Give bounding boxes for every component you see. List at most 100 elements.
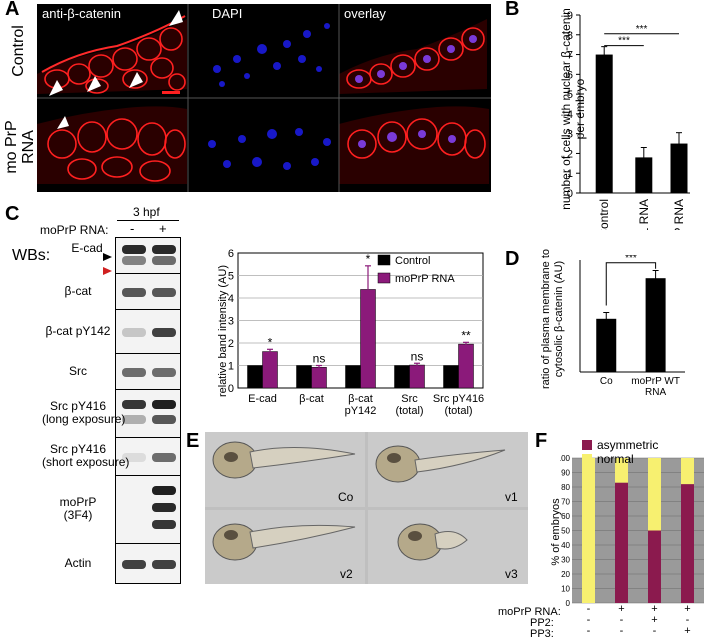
blot-band — [122, 414, 146, 424]
western-blot-column — [115, 237, 181, 584]
blot-band — [152, 560, 176, 569]
blot-band — [122, 520, 146, 529]
red-arrow-icon — [103, 267, 112, 275]
bar — [443, 365, 459, 389]
blot-band — [122, 244, 146, 254]
blot-band — [152, 502, 176, 512]
significance-line — [605, 262, 657, 306]
bar — [345, 365, 361, 389]
panel-a-column-label: anti-β-catenin — [42, 6, 122, 21]
blot-label: Src pY416 (long exposure) — [42, 399, 126, 426]
blot-band — [152, 288, 176, 297]
y-tick-label: 1 — [567, 168, 573, 180]
western-blot — [115, 353, 181, 390]
legend-swatch — [377, 272, 391, 284]
blot-label: moPrP (3F4) — [59, 495, 97, 522]
x-tick-label: ZF PrP-1 RNA — [637, 199, 651, 230]
y-tick-label: 8 — [567, 30, 573, 42]
bar — [458, 343, 474, 389]
panel-d-letter: D — [505, 248, 520, 270]
panel-f-stacked-chart: 0102030405060708090100---+--++-+-+asymme… — [560, 440, 704, 637]
condition-value: + — [651, 614, 657, 626]
lane-minus: - — [130, 221, 135, 236]
legend-label: moPrP RNA — [395, 273, 455, 285]
y-tick-label: 40 — [561, 541, 570, 550]
bar — [645, 278, 666, 372]
blot-band — [152, 414, 176, 424]
blot-band — [122, 255, 146, 265]
y-tick-label: 1 — [228, 361, 234, 373]
bar — [596, 318, 617, 372]
panel-a-letter: A — [5, 0, 20, 20]
blot-label: β-cat pY142 — [45, 323, 111, 338]
condition-value: - — [587, 625, 591, 637]
bar — [247, 365, 263, 389]
blot-band — [152, 485, 176, 495]
significance-label: ** — [461, 328, 471, 342]
y-tick-label: 100 — [560, 454, 571, 463]
western-blot — [115, 475, 181, 544]
embryo-label-v2: v2 — [340, 567, 353, 581]
condition-value: + — [684, 603, 690, 615]
blot-label: Actin — [64, 555, 92, 570]
condition-value: - — [587, 614, 591, 626]
legend-label: normal — [597, 452, 634, 466]
blot-band — [122, 560, 146, 569]
blot-band — [152, 244, 176, 254]
legend-label: asymmetric — [597, 440, 658, 452]
bar — [394, 365, 410, 389]
x-tick-label: Co — [600, 376, 613, 387]
panel-f-letter: F — [535, 430, 548, 452]
embryo-label-v3: v3 — [505, 567, 518, 581]
bar-segment — [615, 458, 628, 483]
condition-label: moPrP RNA: — [498, 606, 561, 618]
x-tick-label: moPrP WT RNA — [631, 376, 680, 398]
panel-a-row-label: Control — [10, 25, 27, 77]
bar — [670, 143, 688, 193]
condition-label: PP3: — [530, 628, 554, 640]
western-blot — [115, 273, 181, 310]
panel-c-header: 3 hpf — [133, 205, 160, 219]
blot-label: Src — [69, 363, 87, 378]
embryo-label-co: Co — [338, 490, 354, 504]
blot-band — [152, 255, 176, 265]
panel-c-bar-chart: 0 1 2 3 4 5 6 * E-cad ns β-cat * β-cat pY142 ns Src (tot… — [228, 248, 484, 417]
legend-swatch — [582, 440, 592, 450]
western-blot — [115, 543, 181, 584]
panel-a-row-label-text: mo PrP RNA — [3, 120, 37, 174]
panel-c-treatment-label: moPrP RNA: — [40, 223, 109, 237]
y-tick-label: 10 — [561, 585, 570, 594]
x-tick-label: Control — [597, 199, 611, 230]
embryo-co — [205, 432, 365, 507]
condition-value: - — [686, 614, 690, 626]
y-tick-label: 50 — [561, 527, 570, 536]
blot-band — [152, 368, 176, 377]
y-tick-label: 5 — [567, 89, 573, 101]
condition-value: - — [620, 625, 624, 637]
y-tick-label: 7 — [567, 50, 573, 62]
y-tick-label: 80 — [561, 483, 570, 492]
panel-b-letter: B — [505, 0, 520, 20]
bar — [311, 367, 327, 389]
legend-label: Control — [395, 255, 430, 267]
y-tick-label: 4 — [228, 293, 234, 305]
y-tick-label: 5 — [228, 271, 234, 283]
condition-label: PP2: — [530, 617, 554, 629]
y-tick-label: 90 — [561, 469, 570, 478]
significance-label: *** — [618, 36, 630, 47]
condition-value: - — [620, 614, 624, 626]
bar-segment — [648, 530, 661, 603]
y-tick-label: 4 — [567, 109, 573, 121]
y-tick-label: 0 — [567, 188, 573, 200]
y-tick-label: 6 — [228, 248, 234, 260]
legend-swatch — [582, 454, 592, 464]
embryo-label-v1: v1 — [505, 490, 518, 504]
condition-value: + — [684, 625, 690, 637]
y-tick-label: 2 — [228, 338, 234, 350]
panel-c-header-line — [117, 220, 179, 221]
y-tick-label: 3 — [228, 316, 234, 328]
blot-label: E-cad — [71, 241, 103, 255]
y-tick-label: 0 — [566, 599, 571, 608]
blot-band — [152, 328, 176, 337]
panel-d-bar-chart: Co moPrP WT RNA *** — [579, 255, 685, 398]
